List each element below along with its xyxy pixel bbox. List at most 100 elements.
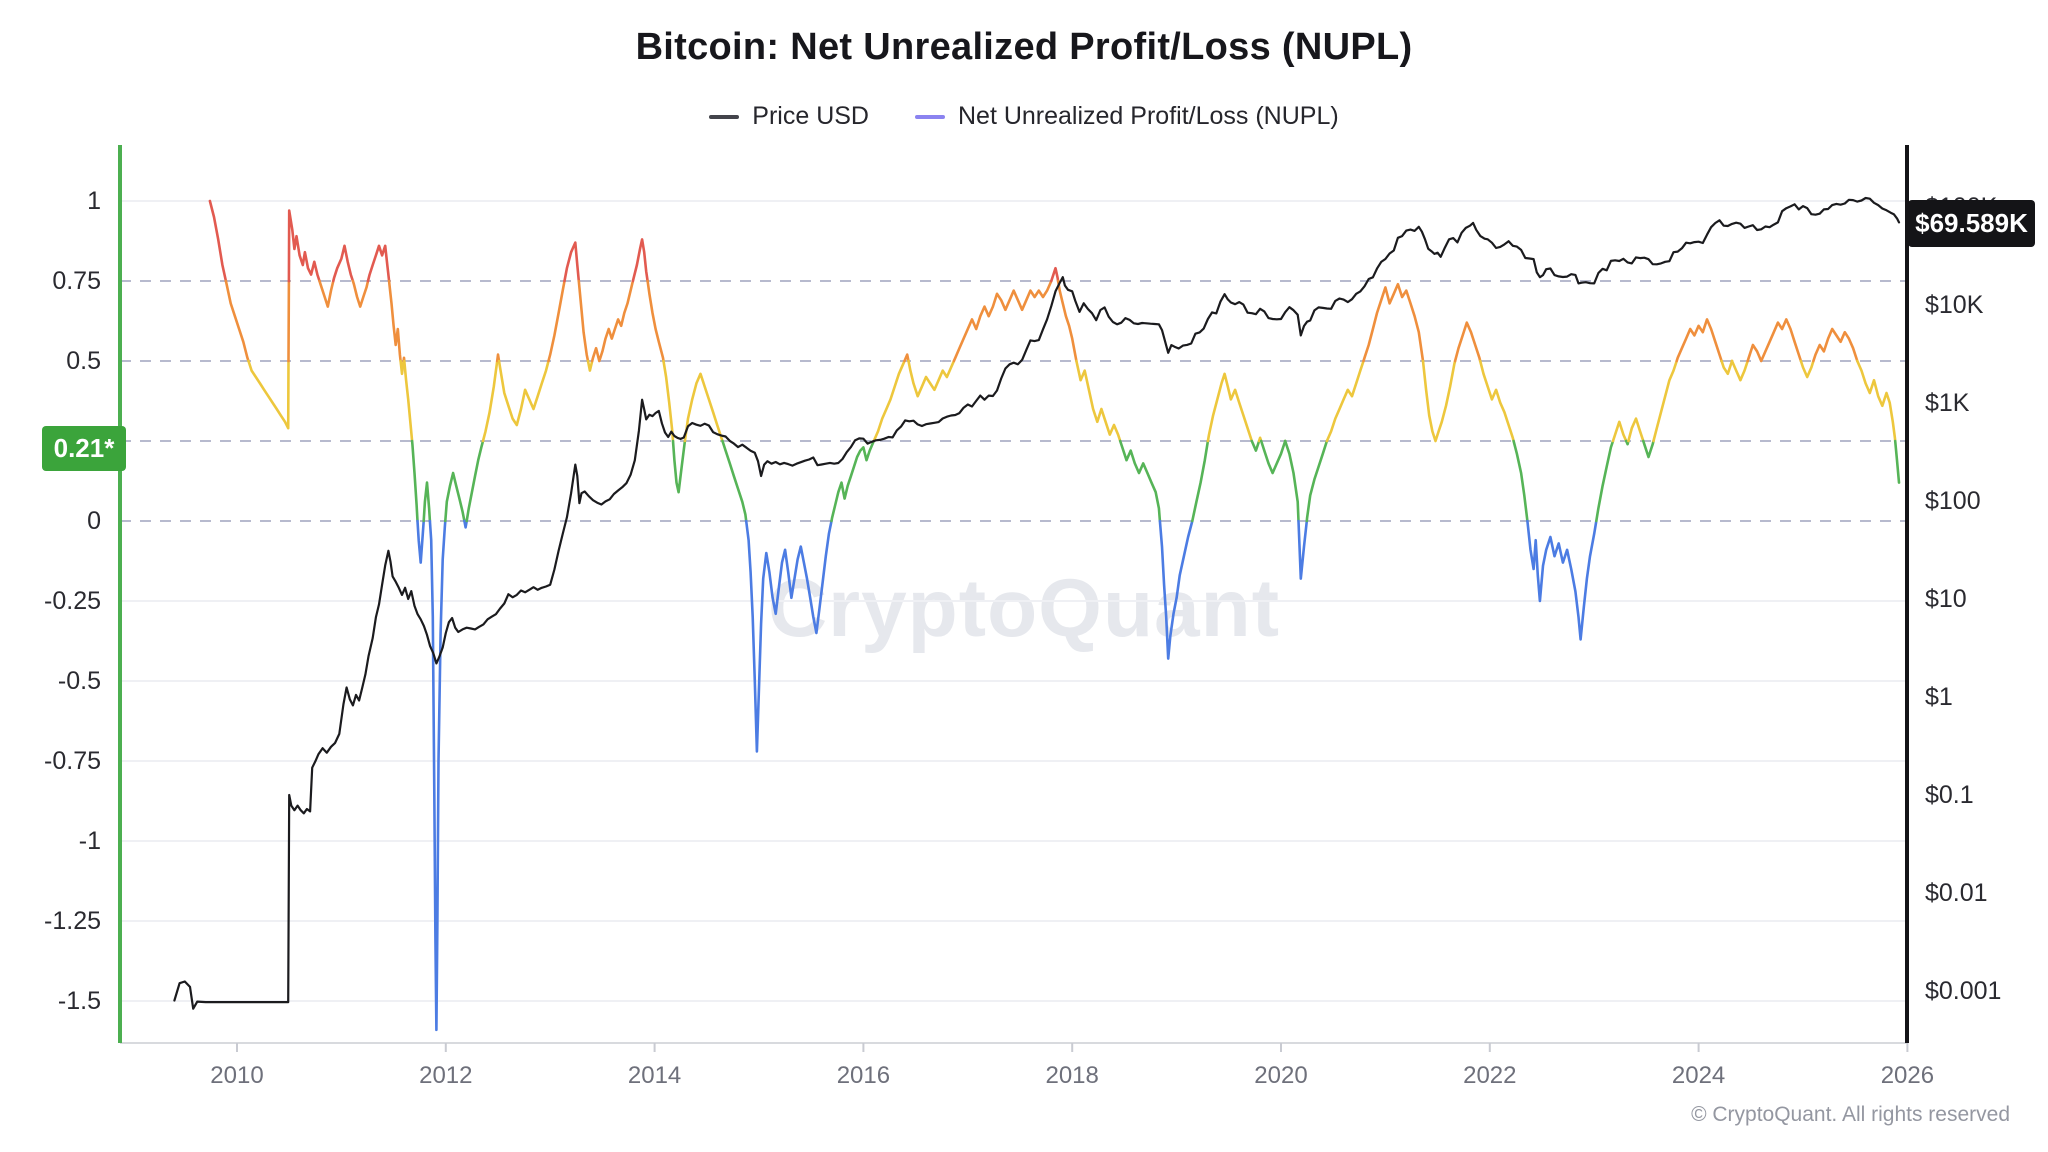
left-axis-tick-label: 0.75: [52, 267, 101, 295]
cryptoquant-watermark: CryptoQuant: [767, 563, 1281, 654]
nupl-line-segment: [1611, 420, 1628, 443]
nupl-line-segment: [586, 359, 594, 372]
right-axis-tick-label: $1K: [1925, 389, 1970, 417]
nupl-line-segment: [366, 244, 391, 283]
right-axis-tick-label: $100: [1925, 487, 1981, 515]
nupl-line-segment: [631, 238, 649, 283]
nupl-line-segment: [351, 279, 370, 308]
nupl-line-segment: [563, 241, 581, 283]
nupl-line-segment: [1050, 266, 1060, 283]
nupl-line-segment: [1595, 439, 1615, 523]
nupl-line-segment: [1075, 359, 1122, 443]
nupl-line-segment: [577, 279, 590, 363]
nupl-line-segment: [671, 439, 687, 494]
price-line-swatch-icon: [709, 114, 740, 119]
x-axis-tick-label: 2020: [1254, 1062, 1308, 1089]
nupl-line-segment: [721, 439, 748, 523]
nupl-line-segment: [1297, 519, 1309, 580]
nupl-line-segment: [403, 359, 414, 443]
nupl-line-segment: [1512, 439, 1529, 523]
copyright: © CryptoQuant. All rights reserved: [1691, 1103, 2010, 1126]
x-axis-tick-label: 2018: [1045, 1062, 1099, 1089]
nupl-line-segment: [422, 481, 432, 523]
nupl-line-segment: [646, 279, 665, 363]
left-axis-tick-label: 1: [87, 187, 101, 215]
x-axis-tick-label: 2010: [210, 1062, 264, 1089]
nupl-line-segment: [1056, 279, 1078, 363]
nupl-line-segment: [497, 359, 550, 427]
nupl-line-segment: [1453, 321, 1482, 363]
legend: Price USD Net Unrealized Profit/Loss (NU…: [0, 102, 2048, 131]
nupl-line-segment: [1362, 282, 1425, 363]
nupl-line-segment: [387, 279, 402, 363]
nupl-line-segment: [399, 359, 405, 376]
price-line: [173, 196, 1901, 1010]
left-axis-tick-label: -1: [78, 827, 101, 855]
right-axis-tick-label: $10: [1925, 585, 1967, 613]
nupl-line-segment: [224, 279, 250, 363]
nupl-line-segment: [332, 244, 355, 283]
nupl-line-segment: [1250, 439, 1261, 452]
nupl-line-segment: [590, 279, 635, 363]
nupl-line-segment: [416, 519, 425, 564]
legend-item-nupl[interactable]: Net Unrealized Profit/Loss (NUPL): [914, 102, 1339, 131]
nupl-line-segment: [683, 372, 724, 443]
x-axis-tick-label: 2022: [1463, 1062, 1517, 1089]
x-axis-tick-label: 2012: [419, 1062, 473, 1089]
nupl-line-segment: [903, 353, 910, 363]
x-axis-tick-label: 2014: [627, 1062, 682, 1089]
nupl-line-swatch-icon: [914, 114, 945, 119]
nupl-line-segment: [465, 439, 485, 523]
nupl-line-segment: [1746, 318, 1803, 363]
nupl-current-value-badge: 0.21*: [42, 426, 126, 471]
nupl-line-segment: [1627, 417, 1645, 443]
nupl-line-segment: [428, 519, 447, 1032]
nupl-line-segment: [744, 519, 833, 753]
nupl-line-segment: [318, 279, 335, 308]
nupl-line-segment: [1283, 439, 1300, 523]
nupl-line-segment: [1305, 439, 1329, 523]
nupl-line-segment: [495, 353, 501, 363]
nupl-line-segment: [410, 439, 419, 523]
nupl-line-segment: [1720, 359, 1734, 376]
nupl-line-segment: [1118, 439, 1162, 523]
legend-label-price: Price USD: [752, 102, 869, 130]
legend-label-nupl: Net Unrealized Profit/Loss (NUPL): [957, 102, 1339, 130]
left-axis-tick-label: 0.5: [66, 347, 101, 375]
left-axis-tick-label: -0.75: [44, 747, 101, 775]
nupl-line-segment: [830, 439, 876, 523]
right-axis-tick-label: $1: [1925, 683, 1953, 711]
left-axis-tick-label: 0: [87, 507, 101, 535]
nupl-line-segment: [907, 359, 956, 398]
nupl-line-segment: [1259, 439, 1287, 475]
right-axis-tick-label: $0.1: [1925, 781, 1974, 809]
price-current-value-badge: $69.589K: [1908, 200, 2035, 247]
x-axis-tick-label: 2026: [1880, 1062, 1935, 1089]
nupl-line-segment: [1158, 519, 1194, 660]
right-axis-tick-label: $10K: [1925, 291, 1984, 319]
nupl-line-segment: [1206, 372, 1254, 443]
nupl-line-segment: [1325, 359, 1365, 443]
x-axis-tick-label: 2024: [1671, 1062, 1726, 1089]
left-axis-tick-label: -1.5: [57, 987, 101, 1015]
nupl-line-segment: [1799, 359, 1815, 379]
nupl-line-segment: [872, 359, 906, 443]
nupl-line-segment: [463, 519, 468, 529]
nupl-line-segment: [547, 279, 566, 363]
left-axis-tick-label: -0.5: [57, 667, 101, 695]
nupl-line-segment: [247, 359, 290, 430]
nupl-line-segment: [1675, 318, 1723, 363]
page-title: Bitcoin: Net Unrealized Profit/Loss (NUP…: [635, 26, 1413, 68]
nupl-line-segment: [1812, 327, 1859, 363]
left-axis-tick-label: -0.25: [44, 587, 101, 615]
right-axis-tick-label: $0.001: [1925, 977, 2002, 1005]
nupl-line-segment: [444, 471, 466, 523]
nupl-line-segment: [1893, 439, 1901, 484]
legend-item-price[interactable]: Price USD: [709, 102, 869, 131]
nupl-line-segment: [1642, 439, 1655, 459]
nupl-line-segment: [287, 209, 321, 283]
right-axis-tick-label: $0.01: [1925, 879, 1988, 907]
nupl-line-segment: [481, 359, 499, 443]
